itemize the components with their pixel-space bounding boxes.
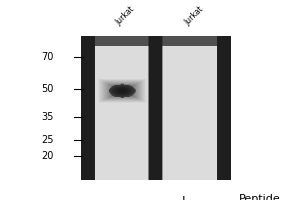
Text: 70: 70	[42, 52, 54, 62]
Text: 35: 35	[42, 112, 54, 122]
Text: 20: 20	[42, 151, 54, 161]
Text: Jurkat: Jurkat	[114, 5, 136, 27]
Text: 50: 50	[42, 84, 54, 94]
Text: +: +	[177, 194, 189, 200]
Text: Jurkat: Jurkat	[183, 5, 206, 27]
Text: 25: 25	[41, 135, 54, 145]
Text: Peptide: Peptide	[238, 194, 280, 200]
Text: -: -	[111, 194, 117, 200]
